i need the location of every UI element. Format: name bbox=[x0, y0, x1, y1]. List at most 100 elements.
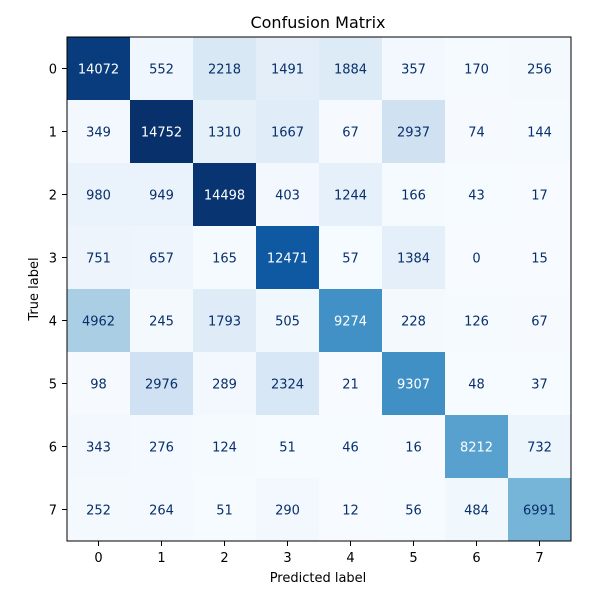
heatmap-cell bbox=[508, 100, 572, 164]
heatmap-cell bbox=[445, 226, 509, 290]
heatmap-cell bbox=[67, 352, 131, 416]
cell-value-label: 57 bbox=[342, 252, 359, 267]
cell-value-label: 48 bbox=[468, 378, 485, 393]
cell-value-label: 980 bbox=[86, 189, 111, 204]
heatmap-cell bbox=[319, 37, 383, 101]
cell-value-label: 21 bbox=[342, 378, 359, 393]
cell-value-label: 14752 bbox=[141, 126, 182, 141]
cell-value-label: 290 bbox=[275, 504, 300, 519]
heatmap-cell bbox=[508, 37, 572, 101]
cell-value-label: 2218 bbox=[208, 63, 241, 78]
heatmap-cell bbox=[319, 352, 383, 416]
heatmap-cell bbox=[445, 415, 509, 479]
heatmap-cell bbox=[382, 352, 446, 416]
cell-value-label: 1384 bbox=[397, 252, 430, 267]
heatmap-cell bbox=[130, 37, 194, 101]
cell-value-label: 15 bbox=[531, 252, 548, 267]
chart-title: Confusion Matrix bbox=[250, 13, 385, 32]
cell-value-label: 403 bbox=[275, 189, 300, 204]
cell-value-label: 2976 bbox=[145, 378, 178, 393]
cell-value-label: 165 bbox=[212, 252, 237, 267]
heatmap-cell bbox=[319, 100, 383, 164]
plot-frame bbox=[66, 36, 572, 542]
x-tick-label: 7 bbox=[535, 551, 543, 566]
heatmap-cell bbox=[508, 352, 572, 416]
heatmap-cell bbox=[382, 226, 446, 290]
heatmap-cell bbox=[67, 415, 131, 479]
heatmap-cell bbox=[382, 478, 446, 542]
heatmap-cell bbox=[445, 37, 509, 101]
cell-value-label: 349 bbox=[86, 126, 111, 141]
cell-value-label: 51 bbox=[216, 504, 233, 519]
heatmap-cell bbox=[508, 226, 572, 290]
y-tick-label: 3 bbox=[49, 252, 57, 267]
cell-value-label: 8212 bbox=[460, 441, 493, 456]
cell-value-label: 357 bbox=[401, 63, 426, 78]
cell-value-label: 126 bbox=[464, 315, 489, 330]
heatmap-cell bbox=[319, 163, 383, 227]
cell-value-label: 14072 bbox=[78, 63, 119, 78]
heatmap-cell bbox=[256, 415, 320, 479]
cell-value-label: 657 bbox=[149, 252, 174, 267]
heatmap-cell bbox=[193, 415, 257, 479]
cell-value-label: 505 bbox=[275, 315, 300, 330]
heatmap-cell bbox=[130, 163, 194, 227]
x-tick-label: 1 bbox=[157, 551, 165, 566]
x-tick-label: 6 bbox=[472, 551, 480, 566]
cell-value-label: 1491 bbox=[271, 63, 304, 78]
y-tick-label: 7 bbox=[49, 504, 57, 519]
heatmap-cell bbox=[382, 100, 446, 164]
heatmap-cell bbox=[193, 163, 257, 227]
cell-value-label: 552 bbox=[149, 63, 174, 78]
cell-value-label: 74 bbox=[468, 126, 485, 141]
cell-value-label: 56 bbox=[405, 504, 422, 519]
cell-value-label: 2324 bbox=[271, 378, 304, 393]
y-tick-label: 1 bbox=[49, 126, 57, 141]
y-axis-label: True label bbox=[27, 257, 42, 321]
x-tick-label: 4 bbox=[346, 551, 354, 566]
heatmap-cell bbox=[382, 415, 446, 479]
cell-value-label: 46 bbox=[342, 441, 359, 456]
heatmap-cell bbox=[508, 478, 572, 542]
heatmap-cell bbox=[130, 415, 194, 479]
cell-value-label: 732 bbox=[527, 441, 552, 456]
heatmap-cell bbox=[67, 478, 131, 542]
heatmap-cell bbox=[508, 415, 572, 479]
cell-value-label: 2937 bbox=[397, 126, 430, 141]
y-tick-label: 4 bbox=[49, 315, 57, 330]
cell-value-label: 484 bbox=[464, 504, 489, 519]
y-tick-label: 6 bbox=[49, 441, 57, 456]
heatmap-cell bbox=[67, 289, 131, 353]
cell-value-label: 43 bbox=[468, 189, 485, 204]
heatmap-cell bbox=[130, 100, 194, 164]
cell-value-label: 16 bbox=[405, 441, 422, 456]
heatmap-cell bbox=[193, 352, 257, 416]
cell-value-label: 1667 bbox=[271, 126, 304, 141]
cell-value-label: 1310 bbox=[208, 126, 241, 141]
heatmap-cell bbox=[130, 289, 194, 353]
cell-value-label: 14498 bbox=[204, 189, 245, 204]
heatmap-cell bbox=[256, 478, 320, 542]
cell-value-label: 170 bbox=[464, 63, 489, 78]
heatmap-cell bbox=[508, 163, 572, 227]
cell-value-label: 67 bbox=[342, 126, 359, 141]
cell-value-label: 0 bbox=[472, 252, 480, 267]
cell-value-label: 276 bbox=[149, 441, 174, 456]
cell-value-label: 1793 bbox=[208, 315, 241, 330]
heatmap-cell bbox=[508, 289, 572, 353]
x-tick-label: 3 bbox=[283, 551, 291, 566]
y-tick-label: 5 bbox=[49, 378, 57, 393]
cell-value-label: 12 bbox=[342, 504, 359, 519]
cell-value-label: 166 bbox=[401, 189, 426, 204]
heatmap-cell bbox=[256, 163, 320, 227]
cell-value-label: 228 bbox=[401, 315, 426, 330]
cell-value-label: 751 bbox=[86, 252, 111, 267]
heatmap-cell bbox=[382, 163, 446, 227]
heatmap-cell bbox=[67, 100, 131, 164]
heatmap-cell bbox=[382, 289, 446, 353]
heatmap-cell bbox=[319, 478, 383, 542]
heatmap-cell bbox=[445, 289, 509, 353]
heatmap-cell bbox=[445, 352, 509, 416]
